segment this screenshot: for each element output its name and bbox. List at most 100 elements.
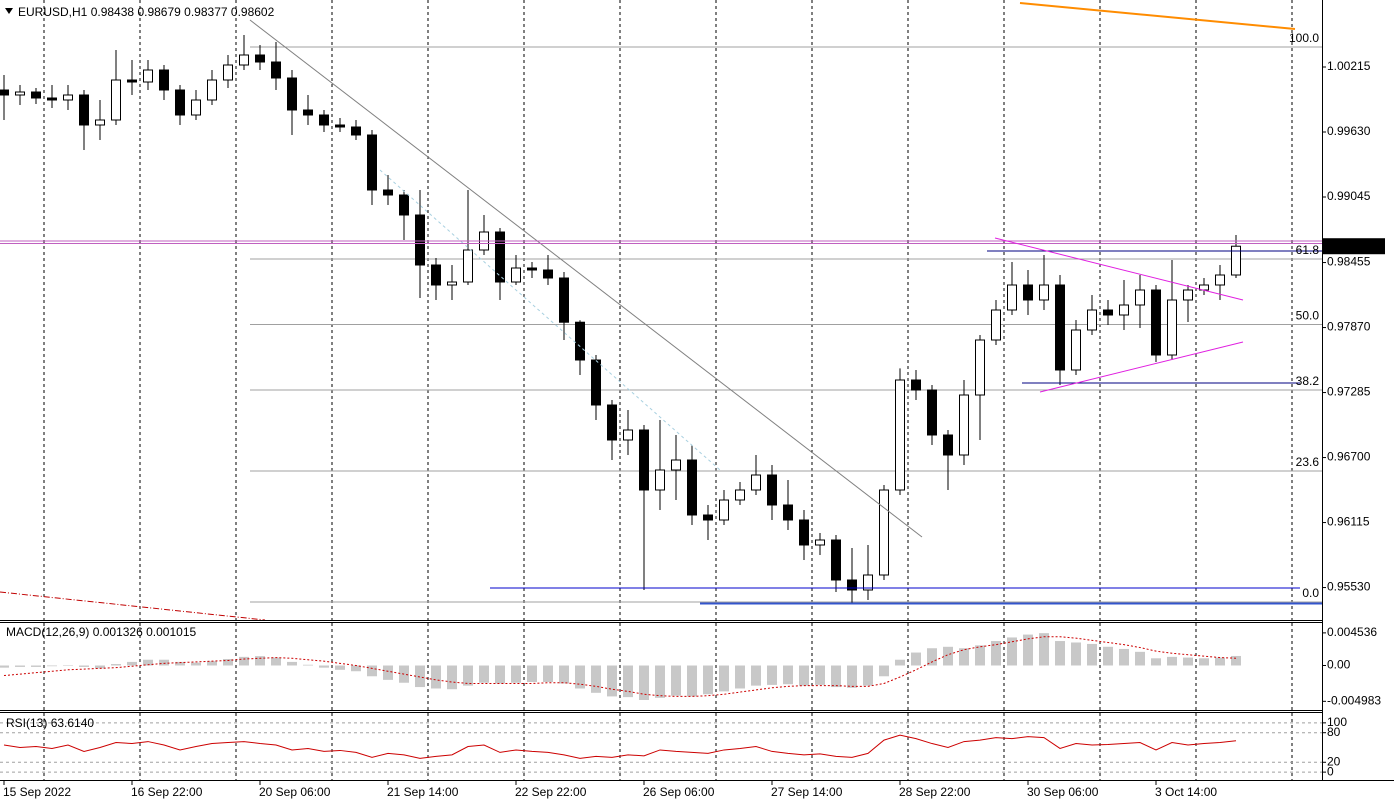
fib-level-label: 61.8	[1296, 243, 1320, 257]
x-tick-label: 28 Sep 22:00	[899, 785, 971, 799]
macd-bar	[863, 665, 873, 686]
candle-body	[159, 69, 169, 91]
candle-body	[783, 504, 793, 521]
open-price: 0.98438	[91, 5, 135, 19]
macd-bar	[127, 661, 137, 666]
trend-line	[249, 19, 923, 538]
candle-body	[975, 339, 985, 396]
candle-body	[831, 539, 841, 581]
macd-bar	[0, 665, 9, 668]
signal-line	[3, 636, 1237, 697]
macd-bar	[175, 661, 185, 666]
macd-bar	[1183, 657, 1193, 666]
macd-title: MACD(12,26,9)	[6, 625, 89, 639]
candle-body	[47, 97, 57, 101]
macd-bar	[655, 665, 665, 698]
macd-bar	[287, 661, 297, 666]
macd-bar	[1087, 643, 1097, 666]
macd-bar	[495, 665, 505, 684]
candle-body	[863, 574, 873, 591]
macd-bar	[319, 665, 329, 668]
candle-body	[383, 189, 393, 196]
macd-bar	[143, 659, 153, 666]
macd-bar	[799, 665, 809, 686]
candle-body	[287, 77, 297, 111]
candle-body	[399, 194, 409, 216]
macd-bar	[975, 645, 985, 666]
candle-body	[1023, 284, 1033, 301]
macd-bar	[703, 665, 713, 695]
macd-bar	[1071, 642, 1081, 666]
y-tick-label: 0.95530	[1327, 580, 1371, 594]
macd-bar	[111, 664, 121, 666]
y-tick-label: 0.99630	[1327, 124, 1371, 138]
candle-body	[1119, 304, 1129, 316]
candle-body	[1167, 299, 1177, 356]
candle-body	[543, 269, 553, 279]
fib-level-label: 100.0	[1289, 31, 1319, 45]
candle-body	[607, 404, 617, 441]
y-tick-label: 20	[1327, 754, 1341, 768]
candle-body	[79, 94, 89, 126]
macd-bar	[911, 652, 921, 666]
candle-body	[719, 499, 729, 521]
candle-body	[1183, 289, 1193, 301]
macd-bar	[431, 665, 441, 689]
macd-bar	[79, 665, 89, 667]
candle-body	[319, 114, 329, 126]
candle-body	[687, 459, 697, 516]
candle-body	[95, 119, 105, 126]
macd-bar	[1055, 641, 1065, 666]
macd-bar	[607, 665, 617, 697]
macd-bar	[1167, 656, 1177, 666]
candle-body	[815, 539, 825, 546]
candle-body	[0, 89, 9, 96]
x-tick-label: 27 Sep 14:00	[771, 785, 843, 799]
candle-body	[1055, 284, 1065, 371]
candle-body	[639, 429, 649, 491]
collapse-icon[interactable]	[5, 8, 13, 14]
x-tick-label: 15 Sep 2022	[3, 785, 71, 799]
macd-bar	[511, 665, 521, 683]
y-tick-label: -0.004983	[1327, 693, 1381, 707]
signal-value: 0.001015	[146, 625, 196, 639]
moving-average	[0, 591, 266, 621]
macd-bar	[239, 656, 249, 666]
macd-bar	[543, 665, 553, 683]
macd-bar	[735, 665, 745, 689]
macd-bar	[1231, 655, 1241, 666]
macd-bar	[479, 665, 489, 683]
candle-body	[191, 99, 201, 116]
macd-bar	[383, 665, 393, 680]
fib-level-label: 23.6	[1296, 455, 1320, 469]
macd-bar	[1007, 637, 1017, 666]
candle-body	[943, 434, 953, 456]
macd-bar	[831, 665, 841, 688]
macd-bar	[623, 665, 633, 698]
candle-body	[703, 514, 713, 521]
macd-bar	[95, 665, 105, 669]
macd-bar	[223, 659, 233, 666]
macd-bar	[255, 656, 265, 666]
candle-body	[527, 267, 537, 271]
fib-level-label: 38.2	[1296, 374, 1320, 388]
candle-body	[895, 379, 905, 491]
candle-body	[463, 249, 473, 283]
candle-body	[655, 469, 665, 491]
macd-bar	[207, 661, 217, 666]
current-price-box	[1323, 238, 1385, 255]
candle-body	[991, 309, 1001, 341]
x-tick-label: 22 Sep 22:00	[515, 785, 587, 799]
drawings-layer	[0, 2, 1322, 621]
triangle-line	[1039, 341, 1244, 393]
macd-bar	[591, 665, 601, 693]
macd-bar	[191, 662, 201, 666]
macd-bar	[1135, 651, 1145, 666]
candle-body	[303, 109, 313, 116]
candle-body	[431, 264, 441, 286]
candle-body	[623, 429, 633, 441]
candle-body	[559, 277, 569, 323]
candle-body	[271, 61, 281, 79]
